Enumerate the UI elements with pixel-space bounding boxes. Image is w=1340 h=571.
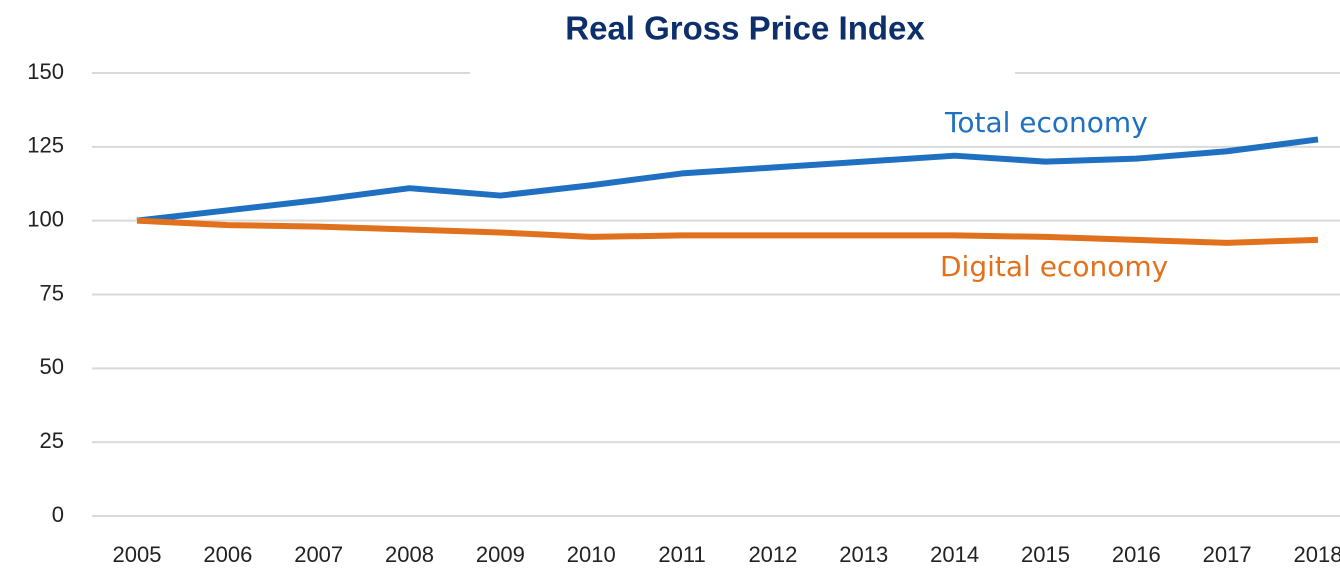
x-tick-label: 2016: [1112, 542, 1161, 567]
series-label: Total economy: [944, 106, 1148, 139]
x-tick-label: 2011: [658, 542, 705, 567]
x-tick-label: 2005: [113, 542, 162, 567]
x-tick-label: 2008: [385, 542, 434, 567]
x-tick-label: 2013: [839, 542, 888, 567]
y-tick-label: 75: [40, 280, 64, 305]
x-tick-label: 2006: [203, 542, 252, 567]
x-tick-label: 2018: [1294, 542, 1340, 567]
x-tick-label: 2017: [1203, 542, 1252, 567]
x-tick-label: 2007: [294, 542, 343, 567]
series-line: [136, 136, 1319, 224]
x-tick-label: 2009: [476, 542, 525, 567]
y-tick-label: 125: [27, 133, 64, 158]
x-tick-label: 2012: [748, 542, 797, 567]
y-tick-label: 100: [27, 206, 64, 231]
title-backdrop: [470, 62, 1015, 82]
y-tick-label: 0: [52, 502, 64, 527]
y-tick-label: 50: [40, 354, 64, 379]
x-tick-label: 2014: [930, 542, 979, 567]
x-tick-label: 2010: [567, 542, 616, 567]
series-line: [136, 217, 1319, 246]
grid: [92, 72, 1340, 517]
y-tick-label: 25: [40, 428, 64, 453]
y-tick-label: 150: [27, 59, 64, 84]
chart-title: Real Gross Price Index: [565, 10, 925, 47]
series-label: Digital economy: [940, 250, 1168, 283]
x-tick-label: 2015: [1021, 542, 1070, 567]
